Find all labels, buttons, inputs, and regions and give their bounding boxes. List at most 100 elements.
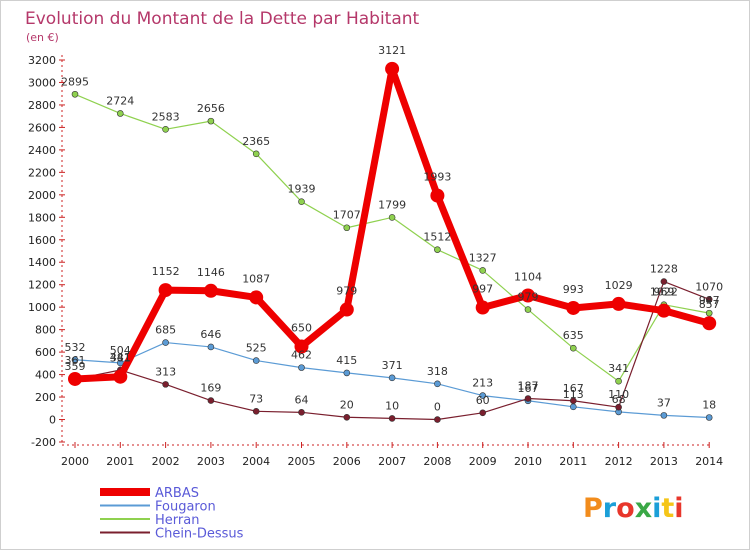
data-point-chein-dessus xyxy=(388,415,396,422)
data-label-fougaron: 415 xyxy=(336,354,357,367)
data-label-chein-dessus: 359 xyxy=(65,360,86,373)
data-label-fougaron: 68 xyxy=(612,393,626,406)
data-label-fougaron: 532 xyxy=(65,341,86,354)
data-point-arbas xyxy=(385,61,400,76)
legend-label-fougaron: Fougaron xyxy=(155,500,216,515)
chart-unit: (en €) xyxy=(26,31,59,44)
data-label-fougaron: 685 xyxy=(155,324,176,337)
data-label-arbas: 650 xyxy=(291,322,312,335)
data-point-fougaron xyxy=(252,357,260,364)
data-label-arbas: 993 xyxy=(563,283,584,296)
data-point-chein-dessus xyxy=(298,409,305,416)
data-label-herran: 1512 xyxy=(423,231,451,244)
data-label-fougaron: 213 xyxy=(472,377,493,390)
x-tick-label: 2004 xyxy=(242,455,270,468)
data-label-chein-dessus: 1228 xyxy=(650,263,678,276)
data-label-chein-dessus: 187 xyxy=(518,380,539,393)
data-label-arbas: 857 xyxy=(699,298,720,311)
y-tick-label: 1600 xyxy=(28,234,56,247)
data-point-fougaron xyxy=(207,343,215,351)
x-tick-label: 2009 xyxy=(469,455,497,468)
y-tick-label: -200 xyxy=(31,436,56,449)
x-tick-label: 2005 xyxy=(288,455,316,468)
data-label-herran: 2724 xyxy=(106,94,134,107)
data-point-herran xyxy=(343,224,351,232)
x-tick-label: 2013 xyxy=(650,455,678,468)
data-label-fougaron: 504 xyxy=(110,344,131,357)
data-label-arbas: 1993 xyxy=(423,171,451,184)
data-label-arbas: 979 xyxy=(336,285,357,298)
data-label-arbas: 1146 xyxy=(197,266,225,279)
data-label-chein-dessus: 110 xyxy=(608,388,629,401)
data-point-arbas xyxy=(339,302,354,317)
data-label-fougaron: 318 xyxy=(427,365,448,378)
data-label-fougaron: 525 xyxy=(246,342,267,355)
data-label-chein-dessus: 73 xyxy=(249,392,263,405)
x-tick-label: 2007 xyxy=(378,455,406,468)
logo-letter: P xyxy=(583,493,603,524)
logo-letter: o xyxy=(616,493,635,524)
data-point-arbas xyxy=(68,371,82,386)
data-label-chein-dessus: 167 xyxy=(563,382,584,395)
data-point-chein-dessus xyxy=(434,416,441,423)
data-label-fougaron: 167 xyxy=(518,382,539,395)
data-point-chein-dessus xyxy=(524,395,532,402)
data-point-fougaron xyxy=(569,403,577,411)
data-labels: 361 381 1152 1146 1087 650 979 3121 1993 997 1104 9… xyxy=(61,44,723,414)
data-point-herran xyxy=(388,214,396,221)
data-point-herran xyxy=(162,126,169,133)
data-point-chein-dessus xyxy=(207,397,215,404)
data-label-arbas: 1104 xyxy=(514,270,542,283)
y-tick-label: 1200 xyxy=(28,279,56,292)
data-label-arbas: 1152 xyxy=(152,265,180,278)
data-point-herran xyxy=(252,150,260,158)
data-point-herran xyxy=(569,344,577,352)
legend-label-chein-dessus: Chein-Dessus xyxy=(155,527,244,542)
data-point-arbas xyxy=(656,303,671,318)
data-point-fougaron xyxy=(298,364,305,371)
data-point-arbas xyxy=(203,283,218,298)
axes: -200020040060080010001200140016001800200… xyxy=(28,54,723,468)
data-point-herran xyxy=(298,198,305,205)
logo-letter: i xyxy=(674,493,683,524)
y-tick-label: 1400 xyxy=(28,256,56,269)
data-point-chein-dessus xyxy=(615,403,622,411)
data-label-arbas: 3121 xyxy=(378,44,406,57)
logo-letter: i xyxy=(652,493,661,524)
data-label-chein-dessus: 441 xyxy=(110,351,131,364)
data-point-fougaron xyxy=(117,359,124,367)
data-label-herran: 947 xyxy=(699,294,720,307)
logo-letter: r xyxy=(603,493,617,524)
data-label-fougaron: 37 xyxy=(657,396,671,409)
data-point-fougaron xyxy=(71,356,79,364)
y-tick-label: 2000 xyxy=(28,189,56,202)
data-point-chein-dessus xyxy=(252,408,260,415)
x-tick-label: 2000 xyxy=(61,455,89,468)
y-tick-label: 800 xyxy=(35,324,56,337)
data-point-chein-dessus xyxy=(343,413,351,421)
y-tick-label: 600 xyxy=(35,346,56,359)
data-point-herran xyxy=(705,309,713,317)
data-label-herran: 2895 xyxy=(61,75,89,88)
logo-text: Proxiti xyxy=(583,493,684,524)
data-point-arbas xyxy=(113,369,128,384)
data-label-herran: 1939 xyxy=(288,183,316,196)
logo-letter: t xyxy=(661,493,674,524)
y-tick-label: 2600 xyxy=(28,121,56,134)
y-tick-label: 200 xyxy=(35,391,56,404)
data-point-herran xyxy=(71,90,79,98)
x-tick-label: 2002 xyxy=(152,455,180,468)
x-tick-label: 2014 xyxy=(695,455,723,468)
y-tick-label: 2400 xyxy=(28,144,56,157)
data-label-chein-dessus: 64 xyxy=(295,393,309,406)
y-tick-label: 1800 xyxy=(28,211,56,224)
logo-letter: x xyxy=(635,493,652,524)
data-point-herran xyxy=(615,377,622,385)
chart-title: Evolution du Montant de la Dette par Hab… xyxy=(25,9,420,29)
data-point-chein-dessus xyxy=(660,278,668,285)
data-label-chein-dessus: 169 xyxy=(200,382,221,395)
x-tick-label: 2003 xyxy=(197,455,225,468)
data-label-chein-dessus: 10 xyxy=(385,399,399,412)
y-tick-label: 3200 xyxy=(28,54,56,67)
